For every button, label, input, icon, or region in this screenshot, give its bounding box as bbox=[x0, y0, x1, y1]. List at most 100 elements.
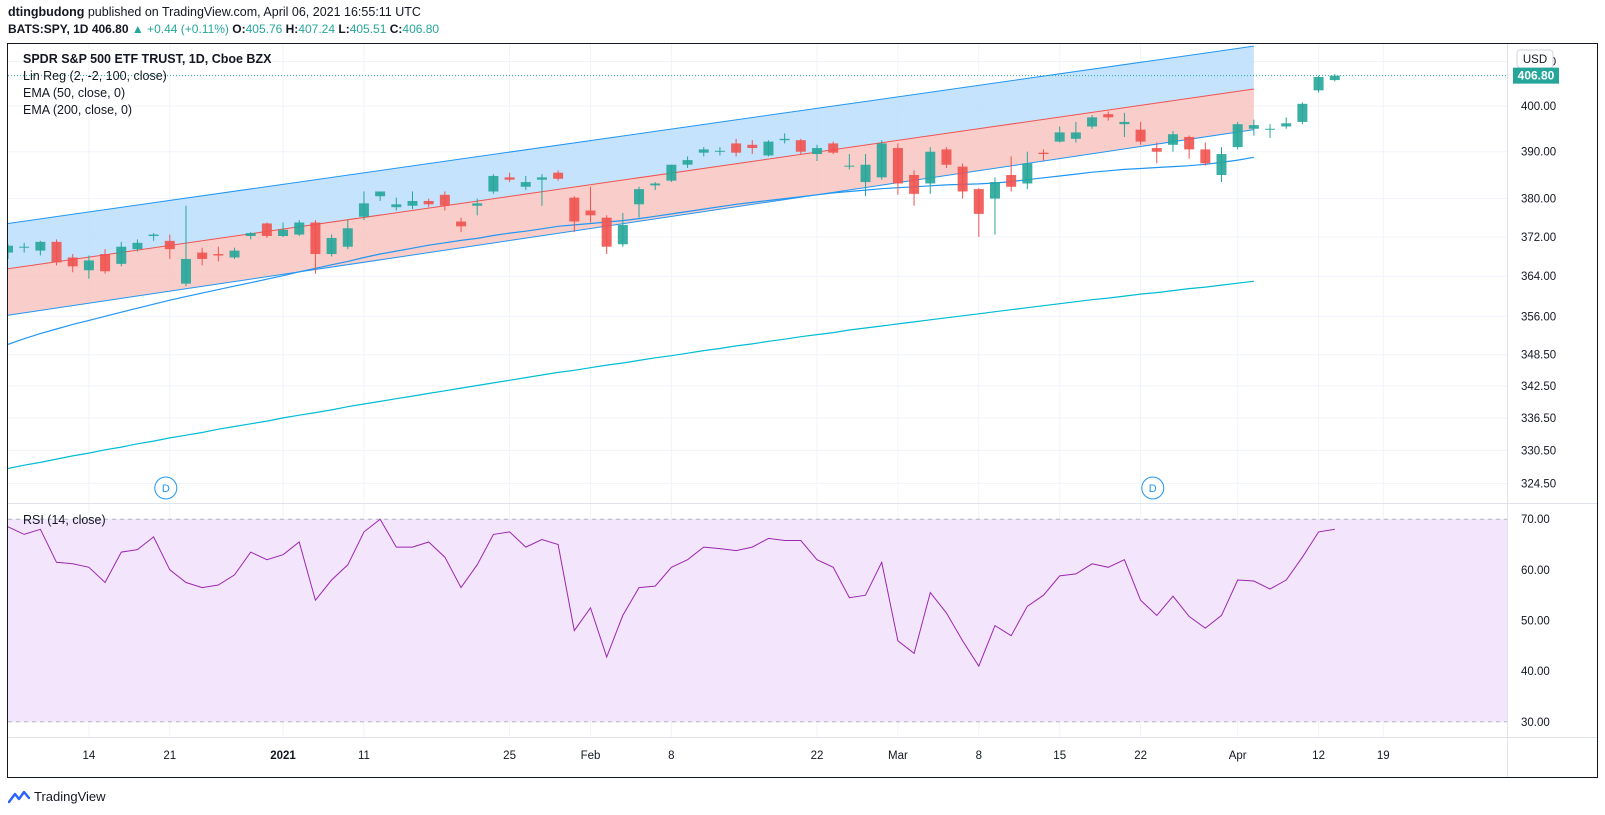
legend-ema200[interactable]: EMA (200, close, 0) bbox=[23, 103, 133, 117]
candle-body bbox=[1054, 132, 1065, 142]
candle-body bbox=[1070, 132, 1081, 139]
candle-body bbox=[326, 237, 337, 255]
candle-body bbox=[731, 143, 742, 153]
dividend-marker bbox=[1141, 476, 1165, 500]
last-price-tag-label: 406.80 bbox=[1518, 69, 1555, 83]
candle-body bbox=[504, 177, 515, 180]
linreg-lower-line bbox=[8, 129, 1254, 316]
candle-body bbox=[488, 175, 499, 192]
price-tick-label: 364.00 bbox=[1521, 271, 1556, 283]
open-label: O: bbox=[232, 22, 246, 36]
candle-body bbox=[1151, 148, 1162, 152]
time-tick-label: Mar bbox=[888, 750, 908, 762]
candle-body bbox=[8, 245, 13, 253]
rsi-tick-label: 40.00 bbox=[1521, 666, 1550, 678]
candle-body bbox=[553, 172, 564, 179]
legend-ema50[interactable]: EMA (50, close, 0) bbox=[23, 86, 126, 100]
dividend-marker-label: D bbox=[1149, 483, 1157, 495]
price-tick-label: 390.00 bbox=[1521, 147, 1556, 159]
candle-body bbox=[714, 150, 725, 152]
time-tick-label: 2021 bbox=[270, 750, 296, 762]
rsi-line bbox=[8, 518, 1335, 668]
candle-body bbox=[1022, 163, 1033, 184]
candle-body bbox=[1248, 125, 1259, 129]
candle-body bbox=[1135, 129, 1146, 142]
candle-body bbox=[860, 164, 871, 183]
chart-frame[interactable]: DD410.00400.00390.00380.00372.00364.0035… bbox=[7, 43, 1598, 778]
candle-body bbox=[19, 246, 30, 248]
candle-body bbox=[1103, 114, 1114, 118]
candle-body bbox=[35, 241, 46, 251]
candle-body bbox=[278, 229, 289, 237]
candle-body bbox=[1167, 134, 1178, 145]
legend-linreg[interactable]: Lin Reg (2, -2, 100, close) bbox=[23, 69, 167, 83]
candle-body bbox=[1313, 76, 1324, 91]
time-tick-label: 14 bbox=[83, 750, 96, 762]
candle-body bbox=[973, 189, 984, 214]
publish-text: published on TradingView.com, April 06, … bbox=[87, 5, 421, 19]
candle-body bbox=[51, 241, 62, 263]
candle-body bbox=[698, 149, 709, 153]
candle-body bbox=[148, 234, 159, 237]
candle-body bbox=[876, 143, 887, 178]
rsi-tick-label: 60.00 bbox=[1521, 565, 1550, 577]
close-label: C: bbox=[389, 22, 403, 36]
candle-body bbox=[456, 221, 467, 227]
ema50-line bbox=[8, 156, 1255, 345]
candle-body bbox=[1184, 136, 1195, 150]
candle-body bbox=[116, 246, 127, 264]
candle-body bbox=[197, 252, 208, 259]
candle-body bbox=[795, 140, 806, 152]
time-tick-label: Apr bbox=[1229, 750, 1247, 762]
candle-body bbox=[1216, 154, 1227, 176]
close-value: 406.80 bbox=[402, 22, 440, 36]
price-tick-label: 342.50 bbox=[1521, 381, 1556, 393]
candle-body bbox=[569, 197, 580, 222]
candle-body bbox=[828, 143, 839, 153]
price-tick-label: 356.00 bbox=[1521, 311, 1556, 323]
candle-body bbox=[844, 165, 855, 167]
candle-body bbox=[682, 160, 693, 165]
rsi-tick-label: 70.00 bbox=[1521, 514, 1550, 526]
candle-body bbox=[941, 149, 952, 165]
candle-body bbox=[164, 240, 175, 250]
candle-body bbox=[245, 233, 256, 237]
time-tick-label: 11 bbox=[358, 750, 370, 762]
candle-body bbox=[520, 182, 531, 187]
candle-body bbox=[67, 257, 78, 267]
open-value: 405.76 bbox=[245, 22, 283, 36]
candle-body bbox=[423, 200, 434, 205]
rsi-tick-label: 50.00 bbox=[1521, 616, 1550, 628]
candle-body bbox=[650, 183, 661, 186]
legend-title: SPDR S&P 500 ETF TRUST, 1D, Cboe BZX bbox=[23, 52, 272, 66]
candle-body bbox=[1038, 152, 1049, 155]
ema200-line bbox=[8, 280, 1254, 470]
candle-body bbox=[100, 254, 111, 272]
rsi-tick-label: 30.00 bbox=[1521, 717, 1550, 729]
tradingview-icon bbox=[7, 790, 31, 804]
price-tick-label: 330.50 bbox=[1521, 445, 1556, 457]
time-tick-label: 8 bbox=[976, 750, 982, 762]
author-name[interactable]: dtingbudong bbox=[8, 5, 85, 19]
dividend-marker-label: D bbox=[162, 483, 170, 495]
rsi-band-fill bbox=[8, 519, 1507, 722]
candle-body bbox=[601, 217, 612, 247]
candle-body bbox=[634, 189, 645, 205]
candle-body bbox=[1329, 75, 1340, 81]
price-tick-label: 372.00 bbox=[1521, 232, 1556, 244]
last-price: 406.80 bbox=[91, 22, 129, 36]
candle-body bbox=[909, 175, 920, 194]
candle-body bbox=[391, 204, 402, 208]
candle-body bbox=[1281, 123, 1292, 127]
candle-body bbox=[925, 151, 936, 184]
candle-body bbox=[666, 164, 677, 181]
linreg-mid-line bbox=[8, 88, 1254, 270]
candle-body bbox=[294, 222, 305, 235]
candle-body bbox=[261, 223, 272, 237]
chart-canvas[interactable]: DD410.00400.00390.00380.00372.00364.0035… bbox=[8, 44, 1597, 777]
price-tick-label: 324.50 bbox=[1521, 478, 1556, 490]
tradingview-logo[interactable]: TradingView bbox=[7, 789, 106, 804]
candle-body bbox=[747, 144, 758, 149]
legend-rsi[interactable]: RSI (14, close) bbox=[23, 513, 106, 527]
dividend-marker bbox=[154, 476, 178, 500]
